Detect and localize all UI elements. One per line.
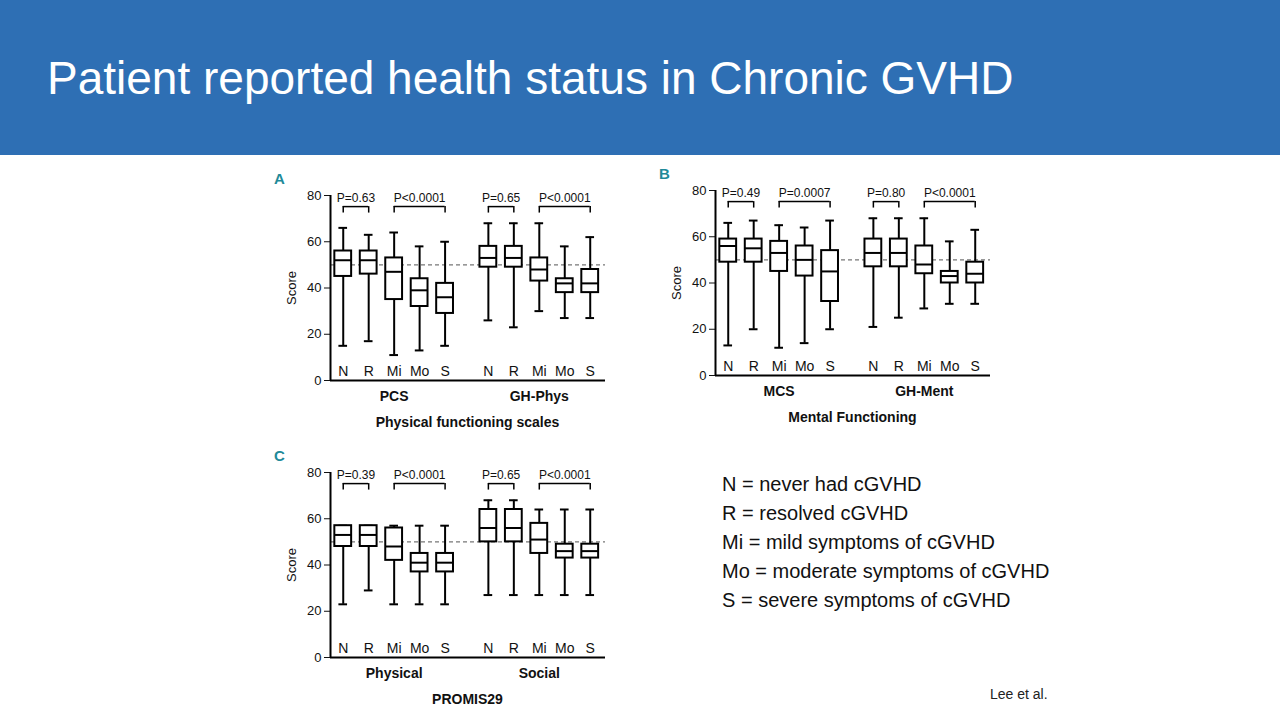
html-text:B: B bbox=[659, 165, 670, 182]
svg-text:Mo: Mo bbox=[940, 358, 960, 374]
svg-text:Mo: Mo bbox=[555, 640, 575, 656]
svg-text:N: N bbox=[868, 358, 878, 374]
html-text:Mental Functioning: Mental Functioning bbox=[788, 409, 917, 425]
svg-text:60: 60 bbox=[307, 234, 321, 249]
html-text:Lee et al.: Lee et al. bbox=[990, 686, 1048, 702]
svg-text:60: 60 bbox=[692, 229, 706, 244]
html-text:Mo = moderate symptoms of cGVH: Mo = moderate symptoms of cGVHD bbox=[722, 560, 1050, 582]
svg-text:R: R bbox=[894, 358, 904, 374]
svg-text:Score: Score bbox=[284, 271, 299, 305]
svg-text:Mo: Mo bbox=[410, 640, 430, 656]
svg-text:P=0.39: P=0.39 bbox=[337, 468, 376, 482]
svg-text:P=0.80: P=0.80 bbox=[867, 186, 906, 200]
svg-text:S: S bbox=[440, 640, 449, 656]
svg-text:R: R bbox=[364, 363, 374, 379]
svg-text:R: R bbox=[749, 358, 759, 374]
html-text:C: C bbox=[274, 447, 285, 464]
svg-text:Mi: Mi bbox=[532, 363, 547, 379]
svg-text:Mi: Mi bbox=[387, 640, 402, 656]
svg-text:P=0.63: P=0.63 bbox=[337, 191, 376, 205]
svg-text:R: R bbox=[509, 363, 519, 379]
svg-text:Physical: Physical bbox=[366, 665, 423, 681]
svg-text:R: R bbox=[364, 640, 374, 656]
svg-text:N: N bbox=[338, 640, 348, 656]
svg-text:P<0.0001: P<0.0001 bbox=[394, 468, 446, 482]
svg-text:N: N bbox=[338, 363, 348, 379]
svg-text:P=0.0007: P=0.0007 bbox=[779, 186, 831, 200]
svg-text:80: 80 bbox=[307, 465, 321, 480]
svg-text:R: R bbox=[509, 640, 519, 656]
svg-text:0: 0 bbox=[699, 368, 706, 383]
svg-text:Mo: Mo bbox=[410, 363, 430, 379]
svg-text:Mi: Mi bbox=[772, 358, 787, 374]
svg-text:Mi: Mi bbox=[917, 358, 932, 374]
html-text:Physical functioning scales: Physical functioning scales bbox=[375, 414, 560, 430]
svg-text:60: 60 bbox=[307, 511, 321, 526]
svg-text:N: N bbox=[483, 640, 493, 656]
svg-text:P<0.0001: P<0.0001 bbox=[539, 468, 591, 482]
svg-text:Mi: Mi bbox=[387, 363, 402, 379]
svg-text:Mo: Mo bbox=[555, 363, 575, 379]
svg-text:0: 0 bbox=[314, 650, 321, 665]
svg-text:Mi: Mi bbox=[532, 640, 547, 656]
svg-text:40: 40 bbox=[307, 557, 321, 572]
html-text:R = resolved cGVHD: R = resolved cGVHD bbox=[722, 502, 909, 524]
svg-text:80: 80 bbox=[307, 188, 321, 203]
html-text:A: A bbox=[274, 170, 285, 187]
svg-text:PCS: PCS bbox=[380, 388, 409, 404]
svg-text:S: S bbox=[440, 363, 449, 379]
svg-text:80: 80 bbox=[692, 183, 706, 198]
svg-text:MCS: MCS bbox=[764, 383, 795, 399]
svg-text:40: 40 bbox=[692, 275, 706, 290]
svg-text:GH-Phys: GH-Phys bbox=[510, 388, 569, 404]
svg-text:Score: Score bbox=[669, 266, 684, 300]
svg-text:Mo: Mo bbox=[795, 358, 815, 374]
svg-text:40: 40 bbox=[307, 280, 321, 295]
html-text:PROMIS29: PROMIS29 bbox=[432, 691, 503, 707]
svg-text:Score: Score bbox=[284, 548, 299, 582]
svg-text:S: S bbox=[586, 363, 595, 379]
svg-text:P<0.0001: P<0.0001 bbox=[539, 191, 591, 205]
svg-text:S: S bbox=[586, 640, 595, 656]
svg-text:GH-Ment: GH-Ment bbox=[895, 383, 954, 399]
svg-text:P=0.65: P=0.65 bbox=[482, 191, 521, 205]
html-text:N = never had cGVHD: N = never had cGVHD bbox=[722, 473, 922, 495]
svg-text:S: S bbox=[825, 358, 834, 374]
html-text:Mi = mild symptoms of cGVHD: Mi = mild symptoms of cGVHD bbox=[722, 531, 995, 553]
svg-text:P<0.0001: P<0.0001 bbox=[394, 191, 446, 205]
svg-text:P=0.65: P=0.65 bbox=[482, 468, 521, 482]
svg-text:20: 20 bbox=[692, 321, 706, 336]
html-text:Patient reported health status: Patient reported health status in Chroni… bbox=[47, 52, 1014, 104]
svg-text:0: 0 bbox=[314, 373, 321, 388]
html-text:S = severe symptoms of cGVHD: S = severe symptoms of cGVHD bbox=[722, 589, 1011, 611]
svg-text:20: 20 bbox=[307, 603, 321, 618]
svg-text:N: N bbox=[483, 363, 493, 379]
svg-text:S: S bbox=[971, 358, 980, 374]
svg-text:Social: Social bbox=[519, 665, 560, 681]
svg-text:P=0.49: P=0.49 bbox=[722, 186, 761, 200]
svg-text:N: N bbox=[723, 358, 733, 374]
svg-text:P<0.0001: P<0.0001 bbox=[924, 186, 976, 200]
svg-text:20: 20 bbox=[307, 326, 321, 341]
